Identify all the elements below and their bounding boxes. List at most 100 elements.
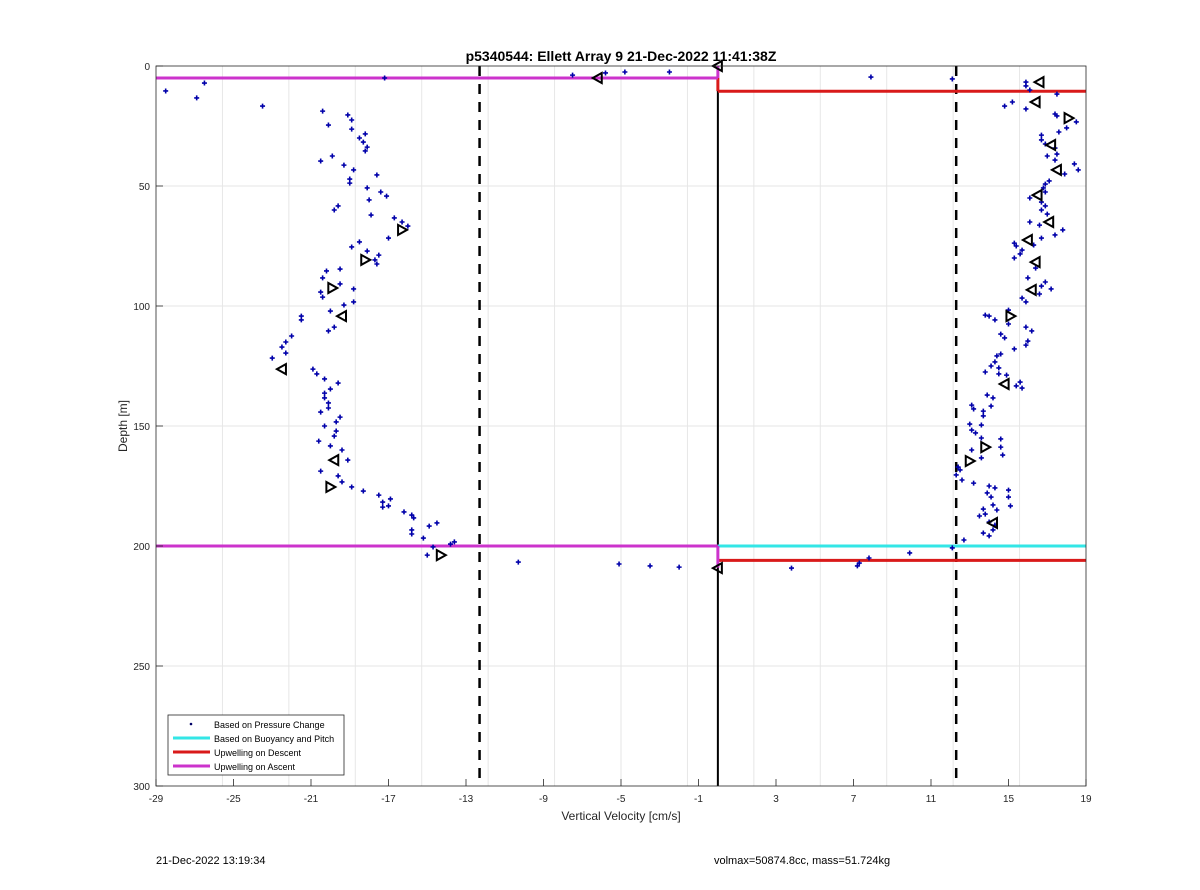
pressure-point [990, 502, 996, 508]
pressure-point [986, 313, 992, 319]
pressure-point [1042, 279, 1048, 285]
pressure-point [1038, 283, 1044, 289]
pressure-point [1017, 251, 1023, 257]
pressure-point [986, 483, 992, 489]
pressure-point [201, 80, 207, 86]
pressure-point [360, 488, 366, 494]
pressure-point [980, 408, 986, 414]
pressure-point [953, 472, 959, 478]
grid [156, 66, 1086, 786]
x-tick-label: -25 [226, 794, 241, 805]
pressure-point [430, 544, 436, 550]
pressure-point [325, 400, 331, 406]
pressure-point [329, 153, 335, 159]
pressure-point [337, 266, 343, 272]
y-tick-label: 200 [133, 542, 150, 553]
pressure-point [163, 88, 169, 94]
pressure-point [998, 444, 1004, 450]
pressure-point [320, 294, 326, 300]
pressure-point [426, 523, 432, 529]
triangle-marker-right [964, 454, 977, 468]
pressure-point [1040, 185, 1046, 191]
triangle-marker-left [1044, 138, 1057, 152]
pressure-point [1044, 153, 1050, 159]
triangle-marker-right [980, 440, 993, 454]
pressure-point [322, 376, 328, 382]
y-tick-label: 150 [133, 422, 150, 433]
pressure-point [969, 402, 975, 408]
pressure-point [1037, 222, 1042, 228]
pressure-point [1052, 232, 1058, 238]
pressure-point [318, 409, 324, 415]
pressure-point [1075, 167, 1081, 173]
pressure-point [978, 455, 984, 461]
pressure-point [1052, 157, 1058, 163]
pressure-point [992, 485, 998, 491]
pressure-point [1038, 207, 1044, 213]
pressure-point [351, 299, 357, 305]
pressure-point [996, 365, 1002, 371]
pressure-point [1054, 91, 1060, 97]
x-tick-label: 7 [851, 794, 857, 805]
pressure-change-points [163, 69, 1081, 571]
x-tick-label: -1 [694, 794, 703, 805]
pressure-point [982, 511, 988, 517]
pressure-point [996, 371, 1002, 377]
pressure-point [269, 355, 275, 361]
legend-label-descent: Upwelling on Descent [214, 748, 302, 758]
pressure-point [1013, 383, 1019, 389]
x-tick-label: 19 [1080, 794, 1092, 805]
pressure-point [973, 430, 979, 436]
pressure-point [980, 413, 986, 419]
pressure-point [1009, 99, 1015, 105]
triangle-marker-left [710, 561, 723, 575]
pressure-point [349, 244, 355, 250]
triangle-marker-left [334, 309, 347, 323]
pressure-point [1011, 255, 1017, 261]
pressure-point [364, 144, 370, 150]
y-tick-label: 0 [144, 62, 150, 73]
pressure-point [327, 443, 333, 449]
pressure-point [322, 390, 328, 396]
pressure-point [988, 494, 994, 500]
triangle-marker-left [997, 377, 1010, 391]
triangle-marker-right [435, 548, 448, 562]
pressure-point [341, 162, 347, 168]
pressure-point [976, 513, 982, 519]
pressure-point [356, 135, 362, 141]
pressure-point [994, 353, 1000, 359]
triangle-marker-right [327, 281, 340, 295]
pressure-point [339, 447, 345, 453]
pressure-point [961, 537, 967, 543]
pressure-point [616, 561, 622, 567]
y-tick-label: 250 [133, 662, 150, 673]
x-tick-label: -29 [149, 794, 164, 805]
pressure-point [347, 180, 353, 186]
pressure-point [515, 559, 521, 565]
pressure-point [349, 117, 355, 123]
pressure-point [318, 468, 324, 474]
x-tick-label: -21 [304, 794, 319, 805]
pressure-point [1002, 103, 1008, 109]
pressure-point [339, 479, 345, 485]
pressure-point [366, 197, 372, 203]
y-axis-label: Depth [m] [116, 400, 130, 452]
legend-swatch-pressure [189, 722, 193, 726]
pressure-point [1064, 125, 1070, 131]
legend-label-buoyancy: Based on Buoyancy and Pitch [214, 734, 334, 744]
pressure-point [1006, 321, 1011, 327]
x-tick-label: -5 [617, 794, 626, 805]
pressure-point [451, 539, 457, 545]
pressure-point [327, 308, 333, 314]
pressure-point [978, 422, 984, 428]
pressure-point [982, 369, 988, 375]
pressure-point [310, 366, 316, 372]
pressure-point [676, 564, 682, 570]
reference-lines [478, 66, 958, 786]
pressure-point [866, 555, 872, 561]
pressure-point [967, 421, 973, 427]
y-ticks: 0 50 100 150 200 250 300 [133, 62, 163, 793]
pressure-point [335, 380, 341, 386]
pressure-point [349, 484, 355, 490]
